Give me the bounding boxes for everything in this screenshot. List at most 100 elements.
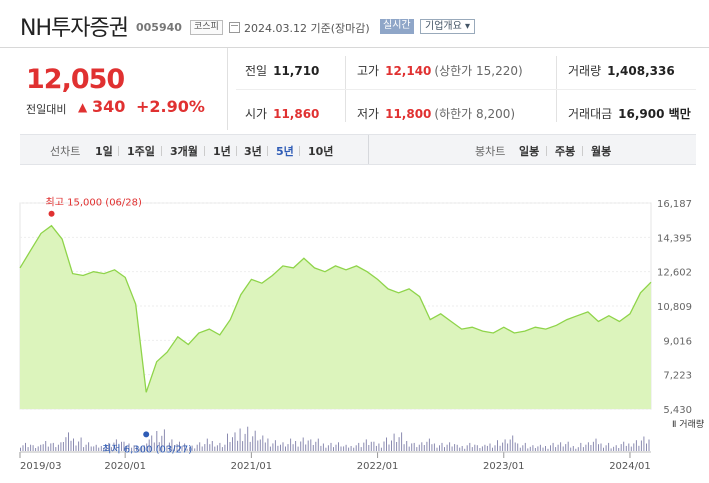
company-overview-button[interactable]: 기업개요 ▾ xyxy=(420,19,475,34)
volume-bar xyxy=(305,444,307,451)
candle-monthly[interactable]: 월봉 xyxy=(591,145,612,158)
volume-bar xyxy=(489,443,491,451)
volume-bar xyxy=(575,448,577,451)
price-area xyxy=(20,225,651,409)
volume-bar xyxy=(267,438,269,451)
amount-info: 거래대금 16,900 백만 xyxy=(568,107,691,121)
volume-bar xyxy=(32,445,34,451)
volume-bar xyxy=(431,444,433,451)
candle-weekly[interactable]: 주봉 xyxy=(555,145,576,158)
volume-bar xyxy=(163,429,165,451)
volume-bar xyxy=(88,442,90,451)
volume-bar xyxy=(45,441,47,451)
period-3y[interactable]: 3년 xyxy=(244,145,262,158)
high-price: 고가 12,140 (상한가 15,220) xyxy=(357,64,523,78)
volume-bar xyxy=(449,442,451,451)
calendar-icon xyxy=(229,22,240,33)
volume-bar xyxy=(350,446,352,451)
volume-bar xyxy=(466,445,468,451)
line-chart-label: 선차트 xyxy=(50,145,81,158)
volume-bar xyxy=(20,447,21,451)
volume-bar xyxy=(486,445,488,451)
volume-bar xyxy=(274,440,276,451)
volume-bar xyxy=(497,440,498,451)
volume-bar xyxy=(565,444,567,451)
volume-bar xyxy=(199,442,201,451)
volume-bar xyxy=(30,444,32,451)
volume-bar xyxy=(62,442,64,451)
volume-bar xyxy=(65,437,67,451)
volume-bar xyxy=(391,440,392,451)
period-5y[interactable]: 5년 xyxy=(276,145,294,158)
volume-bar xyxy=(529,446,531,451)
candle-chart-label: 봉차트 xyxy=(475,145,506,158)
volume-bar xyxy=(542,447,544,451)
volume-bar xyxy=(408,446,410,451)
volume-bar xyxy=(630,446,632,451)
volume-bar xyxy=(476,445,478,451)
volume-bar xyxy=(423,445,425,451)
volume-bar xyxy=(383,441,385,451)
y-tick-label: 5,430 xyxy=(663,405,692,416)
volume-bar xyxy=(550,445,551,451)
volume-bar xyxy=(373,441,375,451)
volume-bar xyxy=(252,436,254,451)
volume-bar xyxy=(186,448,188,451)
volume-bar xyxy=(211,441,213,451)
volume-bar xyxy=(479,448,481,451)
volume-bar xyxy=(282,442,284,451)
volume-bar xyxy=(312,445,314,451)
period-3m[interactable]: 3개월 xyxy=(170,145,198,158)
period-1d[interactable]: 1일 xyxy=(95,145,113,158)
volume-bar xyxy=(618,448,620,451)
candle-daily[interactable]: 일봉 xyxy=(519,145,540,158)
volume-bar xyxy=(171,439,173,451)
up-arrow-icon: ▲ xyxy=(78,100,88,114)
volume-bar xyxy=(153,442,155,451)
volume-bar xyxy=(151,435,153,451)
volume-bar xyxy=(441,442,443,451)
volume-bar xyxy=(133,445,135,451)
volume-bar xyxy=(201,446,203,451)
realtime-button[interactable]: 실시간 xyxy=(380,19,414,34)
date-text: 2024.03.12 기준(장마감) xyxy=(244,22,370,35)
volume-bar xyxy=(605,445,607,451)
volume-bar xyxy=(280,444,281,451)
volume-bar xyxy=(592,441,594,451)
prev-close: 전일 11,710 xyxy=(245,64,320,78)
volume-bar xyxy=(126,445,127,451)
volume-bar xyxy=(264,442,266,451)
volume-bar xyxy=(224,444,226,451)
volume-bar xyxy=(302,437,304,451)
min-marker xyxy=(143,431,150,438)
volume-bar xyxy=(60,442,62,451)
volume-info: 거래량 1,408,336 xyxy=(568,64,675,78)
volume-bar xyxy=(567,441,569,451)
volume-bar xyxy=(640,440,642,451)
volume-bar xyxy=(355,445,357,451)
period-bar: 선차트 1일 1주일 3개월 1년 3년 5년 10년 봉차트 일봉 주봉 월봉 xyxy=(20,134,696,165)
volume-bar xyxy=(75,445,77,451)
volume-bar xyxy=(643,436,645,451)
volume-bar xyxy=(327,445,329,451)
volume-bar xyxy=(587,442,589,451)
volume-bar xyxy=(315,441,317,451)
volume-bar xyxy=(68,432,69,451)
volume-bar xyxy=(446,444,448,451)
volume-bar xyxy=(353,447,355,451)
period-1y[interactable]: 1년 xyxy=(213,145,231,158)
volume-bar xyxy=(537,446,539,451)
period-10y[interactable]: 10년 xyxy=(308,145,334,158)
volume-bar xyxy=(522,445,524,451)
volume-bar xyxy=(401,432,403,451)
volume-bar xyxy=(295,441,297,451)
volume-bar xyxy=(358,442,360,451)
period-1w[interactable]: 1주일 xyxy=(127,145,155,158)
volume-bar xyxy=(300,441,302,451)
volume-bar xyxy=(176,444,178,451)
volume-bar xyxy=(484,444,486,451)
volume-bar xyxy=(310,439,312,451)
volume-bar xyxy=(436,447,438,451)
volume-bar xyxy=(560,442,562,451)
volume-bar xyxy=(206,438,208,451)
